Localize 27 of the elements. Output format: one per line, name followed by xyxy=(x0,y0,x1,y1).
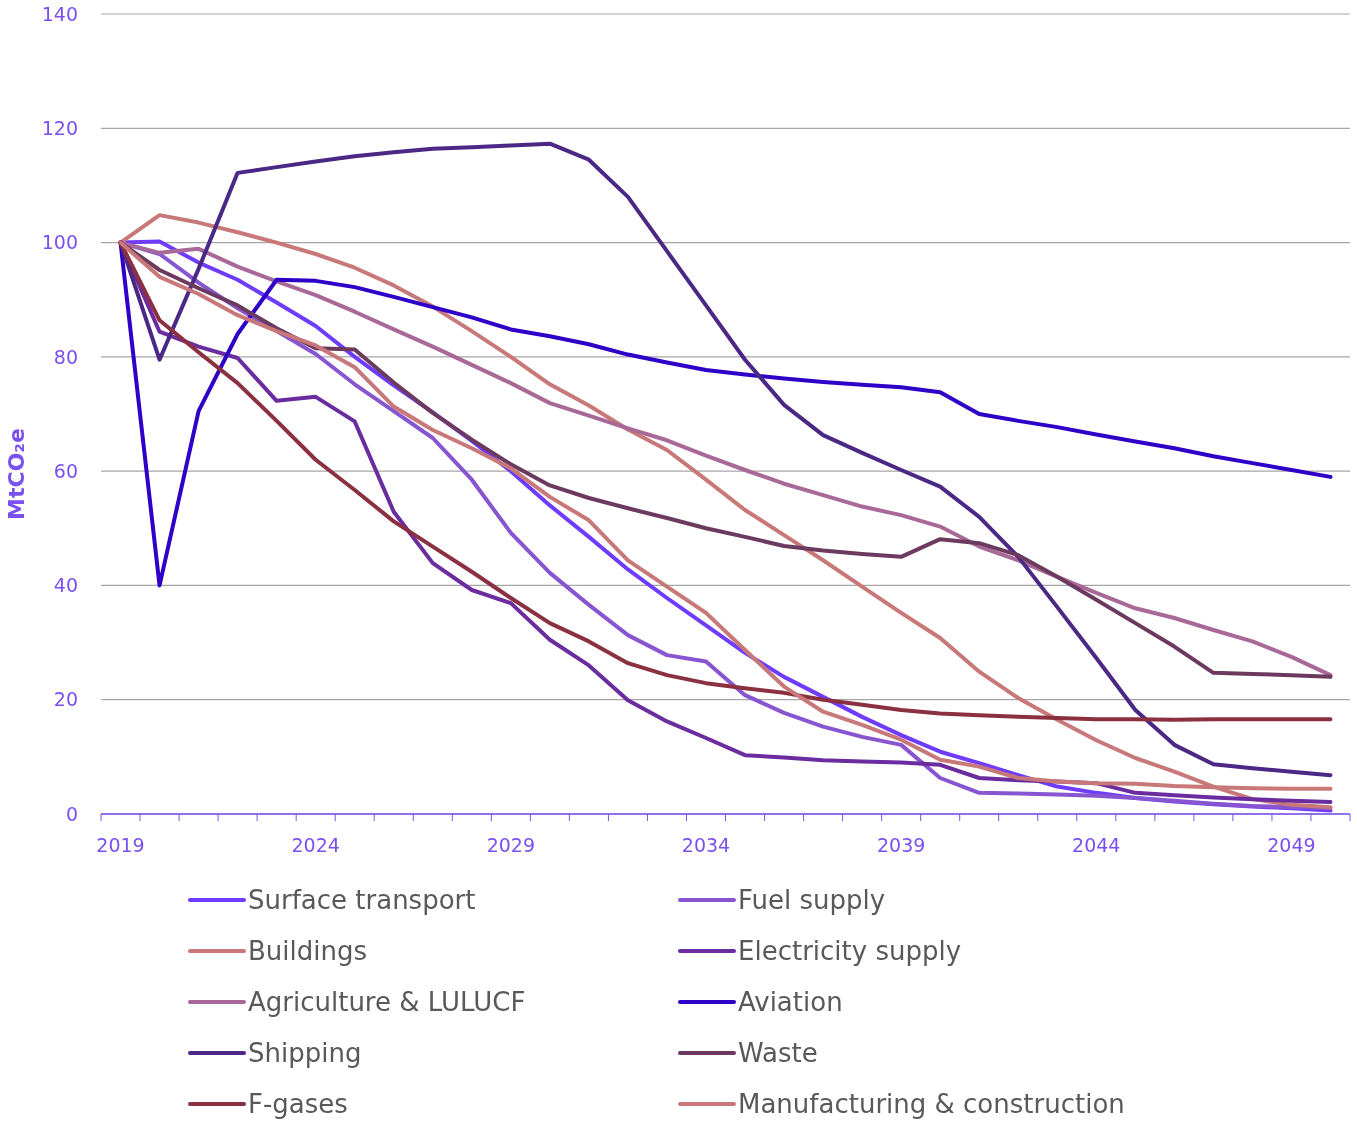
legend-label: Agriculture & LULUCF xyxy=(248,987,526,1018)
legend-label: Buildings xyxy=(248,936,368,967)
x-tick-label: 2024 xyxy=(291,834,340,856)
y-tick-label: 0 xyxy=(65,802,78,825)
legend-label: Surface transport xyxy=(248,885,476,916)
y-tick-label: 120 xyxy=(41,116,78,139)
line-series xyxy=(118,141,1333,778)
y-axis-title: MtCO₂e xyxy=(4,428,29,520)
x-tick-label: 2029 xyxy=(486,834,536,856)
x-tick-label: 2034 xyxy=(681,834,731,856)
legend-label: Electricity supply xyxy=(738,936,962,967)
legend-label: Manufacturing & construction xyxy=(738,1089,1125,1120)
y-tick-label: 20 xyxy=(53,688,78,711)
x-tick-label: 2044 xyxy=(1072,834,1121,856)
x-tick-label: 2039 xyxy=(876,834,926,856)
legend-label: F-gases xyxy=(248,1089,348,1120)
legend-label: Shipping xyxy=(248,1038,362,1069)
y-tick-label: 100 xyxy=(41,231,78,254)
legend-label: Waste xyxy=(738,1038,818,1069)
y-tick-label: 80 xyxy=(53,345,78,368)
y-tick-label: 140 xyxy=(41,2,78,25)
y-tick-label: 40 xyxy=(53,574,78,597)
y-tick-label: 60 xyxy=(53,459,78,482)
x-tick-label: 2019 xyxy=(96,834,145,856)
legend-label: Aviation xyxy=(738,987,843,1018)
legend-label: Fuel supply xyxy=(738,885,886,916)
x-tick-label: 2049 xyxy=(1267,834,1316,856)
